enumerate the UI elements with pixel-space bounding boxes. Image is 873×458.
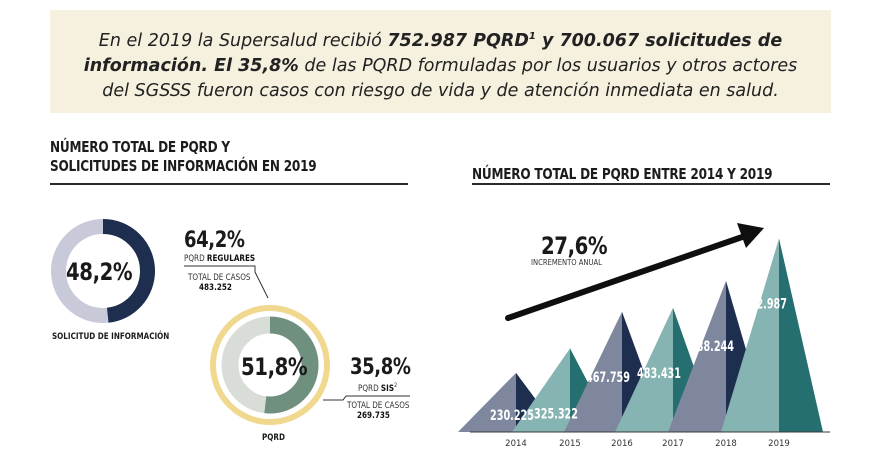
peak-2019-right-face	[779, 238, 823, 432]
growth-annotation-value: 27,6%	[541, 232, 608, 260]
left-title-line-1: NÚMERO TOTAL DE PQRD Y	[50, 138, 230, 156]
donut-pqrd-outer-ring	[210, 305, 330, 425]
regulares-label-prefix: PQRD	[184, 254, 207, 264]
trend-arrow-head	[737, 223, 764, 248]
left-title-rule	[50, 183, 408, 185]
donut-solicitudes-caption: SOLICITUD DE INFORMACIÓN	[52, 332, 170, 342]
sis-label-prefix: PQRD	[358, 383, 381, 394]
value-label-2018: 588.244	[690, 339, 734, 355]
banner-text-1c: y 700.067 solicitudes de	[535, 30, 783, 51]
regulares-total-value: 483.252	[199, 283, 232, 293]
year-label-2019: 2019	[768, 439, 790, 449]
banner-text-2b: de las PQRD formuladas por los usuarios …	[298, 55, 798, 76]
sis-leader-line	[323, 395, 410, 401]
year-label-2016: 2016	[611, 439, 633, 449]
banner-text-1b: 752.987 PQRD	[387, 30, 529, 51]
donut-solicitudes-arc	[51, 219, 155, 323]
year-label-2014: 2014	[505, 439, 527, 449]
donut-solicitudes	[51, 219, 155, 323]
donut-pqrd-value: 51,8%	[241, 353, 308, 381]
chart-title-rule	[472, 183, 830, 185]
trend-arrow	[505, 223, 764, 321]
left-title-line-2: SOLICITUDES DE INFORMACIÓN EN 2019	[50, 157, 317, 175]
banner-text-1a: En el 2019 la Supersalud recibió	[98, 30, 388, 51]
value-label-2016: 467.759	[586, 370, 630, 386]
peak-2019-left-face	[721, 238, 779, 432]
value-label-2015: 325.322	[534, 406, 578, 422]
sis-total-value: 269.735	[357, 411, 390, 421]
regulares-label-name: REGULARES	[206, 254, 256, 264]
peak-2018-left-face	[668, 280, 726, 432]
peak-2014-left-face	[458, 372, 516, 432]
intro-banner: En el 2019 la Supersalud recibió 752.987…	[50, 10, 831, 113]
banner-text-2a: información. El 35,8%	[83, 55, 299, 76]
left-section-title: NÚMERO TOTAL DE PQRD Y SOLICITUDES DE IN…	[50, 138, 317, 176]
year-label-2017: 2017	[662, 439, 684, 449]
growth-annotation-label: INCREMENTO ANUAL	[531, 258, 602, 267]
regulares-percent: 64,2%	[184, 228, 245, 253]
banner-footnote-1: 1	[528, 31, 536, 42]
donut-pqrd-caption: PQRD	[262, 433, 285, 443]
sis-percent: 35,8%	[350, 355, 411, 380]
sis-footnote: 2	[394, 382, 398, 389]
regulares-total-label: TOTAL DE CASOS	[188, 273, 251, 283]
banner-text-3: del SGSSS fueron casos con riesgo de vid…	[102, 80, 779, 101]
chart-title: NÚMERO TOTAL DE PQRD ENTRE 2014 Y 2019	[472, 165, 773, 183]
donut-pqrd-arc	[221, 316, 319, 414]
year-label-2015: 2015	[559, 439, 581, 449]
value-label-2017: 483.431	[637, 366, 681, 382]
regulares-label: PQRD REGULARES	[184, 254, 255, 264]
value-label-2014: 230.225	[490, 408, 534, 424]
peak-2017-left-face	[615, 307, 673, 432]
donut-solicitudes-value: 48,2%	[66, 258, 133, 286]
peak-2015-left-face	[512, 348, 570, 432]
pqrd-trend-chart: 230.225 325.322 467.759 483.431 588.244 752.9…	[458, 238, 830, 449]
donut-pqrd	[210, 305, 330, 425]
trend-arrow-shaft	[505, 232, 751, 321]
peak-2016-left-face	[564, 311, 622, 432]
sis-label: PQRD SIS2	[358, 382, 397, 394]
sis-total-label: TOTAL DE CASOS	[347, 401, 410, 411]
value-label-2019: 752.987	[743, 296, 787, 312]
sis-label-name: SIS	[380, 383, 395, 394]
year-label-2018: 2018	[715, 439, 737, 449]
regulares-leader-line	[184, 265, 269, 299]
